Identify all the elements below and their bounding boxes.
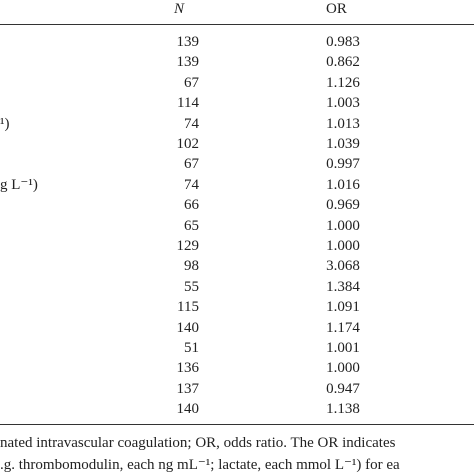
cell-n: 65: [184, 217, 199, 234]
cell-n: 98: [184, 258, 199, 275]
cell-or: 1.000: [326, 238, 360, 254]
cell-or: 0.862: [326, 54, 360, 71]
cell-or: 0.947: [326, 380, 360, 397]
cell-or: 1.013: [326, 115, 360, 132]
footnote-line: nated intravascular coagulation; OR, odd…: [0, 435, 396, 451]
row-label: ¹): [0, 115, 10, 132]
cell-n: 139: [176, 34, 200, 50]
cell-n: 129: [176, 238, 200, 254]
cell-or: 1.384: [326, 278, 360, 295]
cell-or: 1.003: [326, 95, 360, 112]
cell-n: 102: [176, 136, 200, 152]
cell-or: 1.138: [326, 401, 360, 418]
header-or: OR: [326, 1, 347, 17]
cell-or: 1.000: [326, 360, 360, 377]
cell-or: 1.000: [326, 217, 360, 234]
cell-or: 0.983: [326, 34, 360, 50]
cell-n: 114: [177, 95, 199, 112]
cell-or: 1.039: [326, 136, 360, 152]
header-rule: [0, 24, 474, 25]
cell-n: 140: [176, 319, 200, 336]
cell-n: 66: [184, 197, 199, 214]
cell-or: 0.997: [326, 156, 360, 173]
cell-n: 51: [184, 340, 199, 356]
cell-n: 67: [184, 156, 199, 173]
cell-or: 1.174: [326, 319, 360, 336]
cell-n: 74: [184, 115, 199, 132]
cell-or: 1.016: [326, 176, 360, 193]
row-label: g L⁻¹): [0, 176, 38, 193]
cell-or: 1.126: [326, 74, 360, 91]
cell-or: 0.969: [326, 197, 360, 214]
cell-or: 1.091: [326, 299, 360, 316]
cell-or: 1.001: [326, 340, 360, 356]
bottom-rule: [0, 424, 474, 425]
header-n: N: [174, 1, 185, 17]
cell-n: 74: [184, 176, 199, 193]
cell-n: 136: [176, 360, 200, 377]
cell-n: 55: [184, 278, 199, 295]
cell-or: 3.068: [326, 258, 360, 275]
cell-n: 137: [176, 380, 200, 397]
footnote-line: .g. thrombomodulin, each ng mL⁻¹; lactat…: [0, 457, 400, 473]
cell-n: 67: [184, 74, 199, 91]
cell-n: 115: [177, 299, 199, 316]
cell-n: 139: [176, 54, 200, 71]
cell-n: 140: [176, 401, 200, 418]
